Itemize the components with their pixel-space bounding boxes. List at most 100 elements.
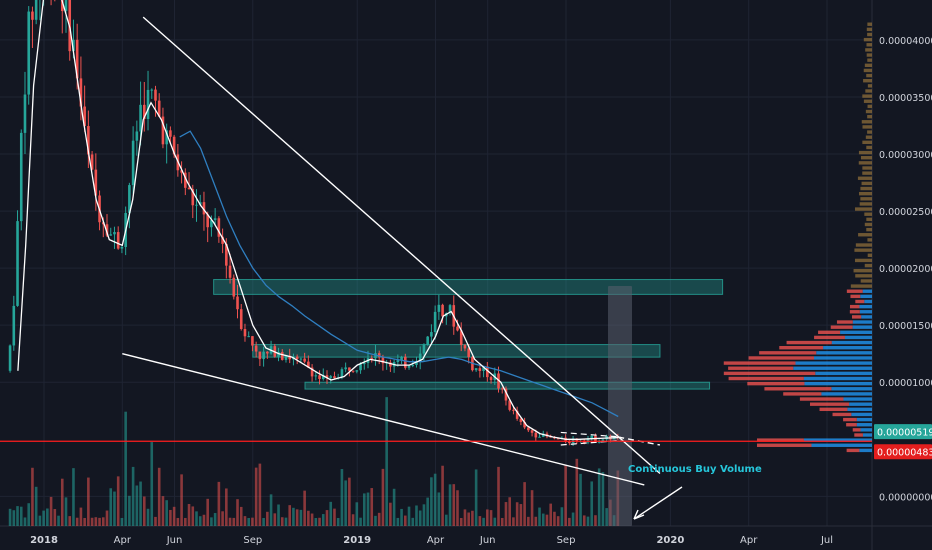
candle-body [433, 311, 437, 333]
volume-bar [504, 502, 508, 526]
volume-profile-down [818, 330, 841, 335]
candle-body [321, 375, 325, 379]
candle-body [527, 427, 530, 431]
x-tick-label: Sep [557, 535, 576, 546]
volume-bar [38, 515, 42, 526]
volume-profile-up [795, 361, 872, 365]
volume-profile-down [846, 289, 863, 293]
volume-bar [549, 503, 553, 526]
volume-bar [456, 490, 459, 526]
volume-profile-old [865, 48, 872, 52]
volume-bar [116, 476, 120, 526]
volume-profile-old [867, 114, 872, 119]
candle-body [254, 345, 258, 352]
volume-profile-old [866, 53, 872, 57]
volume-profile-old [864, 263, 872, 268]
volume-profile-old [867, 238, 872, 242]
x-tick-label: Apr [114, 535, 132, 546]
volume-profile-old [859, 191, 872, 196]
volume-bar [258, 463, 262, 526]
volume-profile-down [786, 340, 832, 345]
volume-profile-old [863, 68, 872, 73]
volume-bar [389, 502, 392, 526]
volume-bar [98, 517, 101, 526]
volume-profile-down [849, 310, 860, 314]
candle-body [355, 370, 359, 372]
candle-body [277, 352, 280, 357]
volume-profile-down [843, 417, 857, 422]
volume-bar [139, 481, 142, 526]
candle-body [90, 154, 94, 170]
candle-body [325, 375, 329, 378]
volume-profile-down [849, 304, 860, 309]
price-badge [874, 424, 932, 440]
x-tick-label: Jun [166, 535, 183, 546]
volume-bar [575, 458, 579, 526]
candle-body [232, 277, 236, 297]
candle-body [202, 202, 206, 215]
candle-body [213, 218, 217, 221]
candle-body [180, 170, 183, 173]
volume-bar [191, 506, 195, 526]
candle-body [530, 430, 534, 433]
volume-bar [459, 517, 463, 526]
candle-body [463, 344, 467, 349]
volume-bar [321, 514, 325, 526]
candle-body [556, 438, 560, 440]
volume-bar [150, 442, 154, 526]
volume-bar [12, 510, 16, 526]
candle-body [64, 0, 68, 12]
volume-profile-old [854, 248, 872, 252]
volume-bar [519, 504, 523, 526]
volume-bar [64, 497, 68, 526]
volume-bar [579, 473, 582, 526]
candle-body [113, 232, 116, 235]
price-badge [874, 444, 932, 460]
volume-profile-old [867, 104, 872, 109]
candle-body [27, 11, 31, 95]
y-tick-label: 0.00003000 [879, 150, 932, 161]
volume-profile-up [821, 392, 872, 396]
volume-bar [467, 512, 470, 526]
volume-bar [325, 510, 329, 526]
candle-body [83, 106, 86, 127]
volume-bar [128, 495, 131, 526]
volume-bar [53, 509, 57, 526]
x-tick-label: Jun [479, 535, 496, 546]
volume-bar [277, 504, 280, 526]
volume-profile-old [867, 253, 872, 257]
volume-profile-old [860, 279, 872, 283]
volume-bar [407, 506, 411, 526]
volume-bar [515, 502, 519, 526]
volume-bar [556, 516, 560, 526]
volume-profile-old [858, 233, 872, 237]
y-tick-label: 0.00003500 [879, 93, 932, 104]
candle-body [79, 78, 83, 107]
candle-body [60, 0, 64, 12]
y-tick-label: 0.00000000 [879, 492, 932, 503]
y-tick-label: 0.00001000 [879, 378, 932, 389]
volume-bar [232, 517, 236, 526]
volume-bar [225, 488, 228, 526]
candle-body [590, 435, 594, 439]
volume-profile-down [728, 376, 804, 381]
candle-body [94, 169, 98, 196]
volume-bar [508, 497, 511, 526]
volume-bar [243, 516, 247, 526]
candle-body [329, 376, 333, 378]
volume-profile-old [865, 89, 872, 93]
volume-profile-up [843, 397, 872, 401]
volume-bar [236, 499, 239, 526]
candle-body [280, 352, 284, 360]
volume-profile-old [861, 181, 872, 186]
candle-body [120, 246, 124, 249]
volume-bar [57, 515, 60, 526]
volume-profile-old [860, 156, 872, 160]
volume-bar [441, 465, 444, 526]
moving-average-white [17, 0, 619, 440]
volume-profile-old [857, 176, 872, 180]
candle-body [303, 358, 306, 362]
candle-body [284, 355, 288, 360]
candle-body [154, 89, 157, 101]
